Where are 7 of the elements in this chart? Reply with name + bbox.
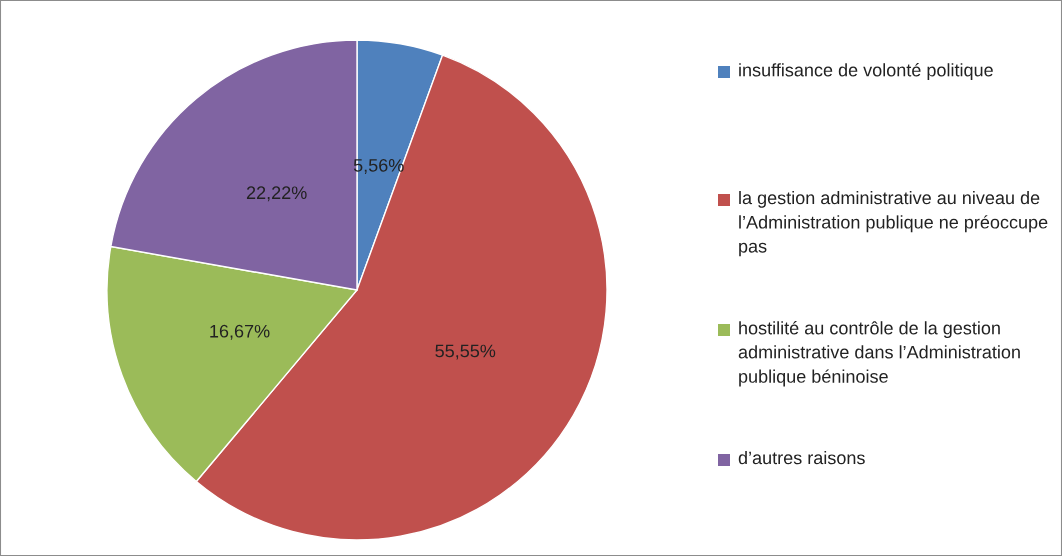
data-label: 16,67% bbox=[210, 324, 270, 340]
data-label: 22,22% bbox=[246, 186, 307, 202]
legend-label: hostilité au contrôle de la gestion administrative dans l’Administration publique béninoise bbox=[738, 321, 1020, 387]
legend-label: la gestion administrative au niveau de l’Administration publique ne préoccupe pas bbox=[739, 191, 1048, 257]
legend-label: insuffisance de volonté politique bbox=[739, 63, 993, 81]
legend-label: d’autres raisons bbox=[738, 451, 865, 465]
data-label: 55,55% bbox=[435, 344, 496, 360]
